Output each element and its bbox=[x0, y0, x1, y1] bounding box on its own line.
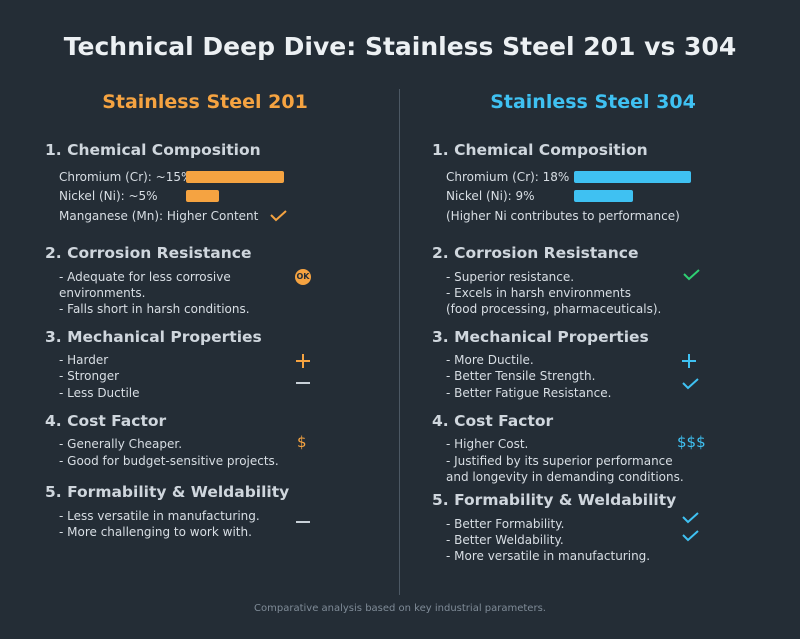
left-cost-line: - Good for budget-sensitive projects. bbox=[59, 454, 279, 468]
left-formability-line: - Less versatile in manufacturing. bbox=[59, 509, 260, 523]
right-section-heading: 5. Formability & Weldability bbox=[432, 491, 677, 509]
right-section-heading: 1. Chemical Composition bbox=[432, 141, 648, 159]
minus-icon bbox=[296, 521, 310, 523]
right-chromium-bar bbox=[574, 171, 691, 183]
check-icon bbox=[683, 269, 700, 281]
left-cost-line: - Generally Cheaper. bbox=[59, 437, 183, 451]
right-formability-line: - Better Formability. bbox=[446, 517, 565, 531]
plus-icon bbox=[296, 354, 310, 368]
left-formability-line: - More challenging to work with. bbox=[59, 525, 252, 539]
left-section-heading: 4. Cost Factor bbox=[45, 412, 167, 430]
plus-icon bbox=[682, 354, 696, 368]
check-icon bbox=[682, 530, 699, 542]
right-corrosion-line: - Excels in harsh environments bbox=[446, 286, 631, 300]
right-mechanical-line: - Better Tensile Strength. bbox=[446, 369, 596, 383]
right-nickel-bar bbox=[574, 190, 633, 202]
right-formability-line: - More versatile in manufacturing. bbox=[446, 549, 651, 563]
left-chromium-label: Chromium (Cr): ~15% bbox=[59, 170, 193, 184]
right-cost-line: - Higher Cost. bbox=[446, 437, 529, 451]
right-nickel-label: Nickel (Ni): 9% bbox=[446, 189, 535, 203]
left-corrosion-line: - Falls short in harsh conditions. bbox=[59, 302, 250, 316]
check-icon bbox=[682, 512, 699, 524]
right-chromium-label: Chromium (Cr): 18% bbox=[446, 170, 570, 184]
left-section-heading: 5. Formability & Weldability bbox=[45, 483, 290, 501]
right-mechanical-line: - Better Fatigue Resistance. bbox=[446, 386, 612, 400]
right-mechanical-line: - More Ductile. bbox=[446, 353, 534, 367]
left-corrosion-line: - Adequate for less corrosive bbox=[59, 270, 231, 284]
check-icon bbox=[682, 378, 699, 390]
right-section-heading: 2. Corrosion Resistance bbox=[432, 244, 639, 262]
left-nickel-label: Nickel (Ni): ~5% bbox=[59, 189, 158, 203]
right-cost-line: and longevity in demanding conditions. bbox=[446, 470, 684, 484]
dollar-icon: $ bbox=[297, 433, 307, 451]
left-section-heading: 2. Corrosion Resistance bbox=[45, 244, 252, 262]
right-section-heading: 3. Mechanical Properties bbox=[432, 328, 649, 346]
right-corrosion-line: - Superior resistance. bbox=[446, 270, 575, 284]
left-section-heading: 3. Mechanical Properties bbox=[45, 328, 262, 346]
column-divider bbox=[399, 89, 400, 595]
ok-badge-icon: OK bbox=[295, 269, 311, 285]
check-icon bbox=[270, 210, 287, 222]
right-corrosion-line: (food processing, pharmaceuticals). bbox=[446, 302, 662, 316]
left-section-heading: 1. Chemical Composition bbox=[45, 141, 261, 159]
left-chromium-bar bbox=[186, 171, 284, 183]
left-mechanical-line: - Stronger bbox=[59, 369, 120, 383]
minus-icon bbox=[296, 382, 310, 384]
right-cost-line: - Justified by its superior performance bbox=[446, 454, 673, 468]
left-nickel-bar bbox=[186, 190, 219, 202]
footer-note: Comparative analysis based on key indust… bbox=[254, 603, 546, 614]
right-nickel-note: (Higher Ni contributes to performance) bbox=[446, 209, 680, 223]
left-mechanical-line: - Less Ductile bbox=[59, 386, 140, 400]
right-section-heading: 4. Cost Factor bbox=[432, 412, 554, 430]
page-title: Technical Deep Dive: Stainless Steel 201… bbox=[63, 32, 737, 61]
left-corrosion-line: environments. bbox=[59, 286, 146, 300]
left-mechanical-line: - Harder bbox=[59, 353, 109, 367]
left-column-title: Stainless Steel 201 bbox=[102, 91, 308, 113]
dollar-icon: $$$ bbox=[677, 433, 706, 451]
left-manganese-label: Manganese (Mn): Higher Content bbox=[59, 209, 259, 223]
right-formability-line: - Better Weldability. bbox=[446, 533, 564, 547]
right-column-title: Stainless Steel 304 bbox=[490, 91, 696, 113]
